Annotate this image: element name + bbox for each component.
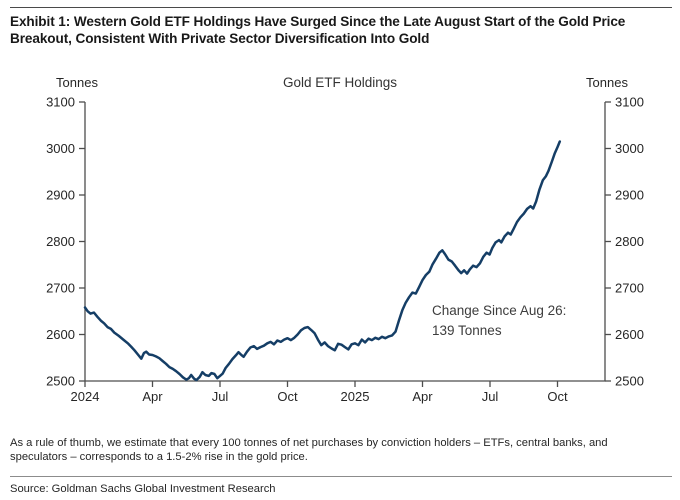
annotation-line-2: 139 Tonnes bbox=[432, 323, 502, 338]
x-tick-label: 2025 bbox=[341, 389, 370, 404]
etf-holdings-line bbox=[83, 140, 562, 382]
right-y-tick-label: 3100 bbox=[615, 95, 644, 110]
x-tick-label: Jul bbox=[212, 389, 229, 404]
chart-annotation: Change Since Aug 26: 139 Tonnes bbox=[432, 301, 566, 341]
left-y-tick-label: 2700 bbox=[46, 281, 75, 296]
left-y-tick-label: 2500 bbox=[46, 374, 75, 389]
right-y-tick-label: 2700 bbox=[615, 281, 644, 296]
left-y-tick-label: 2900 bbox=[46, 188, 75, 203]
right-y-tick-label: 2800 bbox=[615, 234, 644, 249]
x-tick-label: Oct bbox=[547, 389, 568, 404]
right-y-tick-label: 2500 bbox=[615, 374, 644, 389]
x-tick-label: Apr bbox=[412, 389, 433, 404]
x-tick-label: Apr bbox=[142, 389, 163, 404]
gold-etf-holdings-chart: 3100 3100 3000 3000 2900 2900 2800 2800 2700 2700… bbox=[46, 95, 644, 405]
chart-title: Gold ETF Holdings bbox=[282, 75, 398, 90]
right-y-tick-label: 3000 bbox=[615, 141, 644, 156]
exhibit-title: Exhibit 1: Western Gold ETF Holdings Hav… bbox=[10, 14, 626, 46]
footnote-text: As a rule of thumb, we estimate that eve… bbox=[10, 437, 608, 463]
right-y-tick-label: 2900 bbox=[615, 188, 644, 203]
left-y-tick-label: 3100 bbox=[46, 95, 75, 110]
source-text: Source: Goldman Sachs Global Investment … bbox=[10, 483, 276, 495]
left-axis-unit-label: Tonnes bbox=[56, 75, 98, 90]
x-tick-label: Jul bbox=[482, 389, 499, 404]
left-y-tick-label: 2600 bbox=[46, 327, 75, 342]
right-y-tick-label: 2600 bbox=[615, 327, 644, 342]
x-tick-label: 2024 bbox=[71, 389, 100, 404]
annotation-line-1: Change Since Aug 26: bbox=[432, 303, 567, 318]
right-axis-unit-label: Tonnes bbox=[586, 75, 628, 90]
top-divider bbox=[10, 7, 672, 8]
source-divider bbox=[10, 476, 672, 477]
left-y-tick-label: 2800 bbox=[46, 234, 75, 249]
x-tick-label: Oct bbox=[277, 389, 298, 404]
left-y-tick-label: 3000 bbox=[46, 141, 75, 156]
